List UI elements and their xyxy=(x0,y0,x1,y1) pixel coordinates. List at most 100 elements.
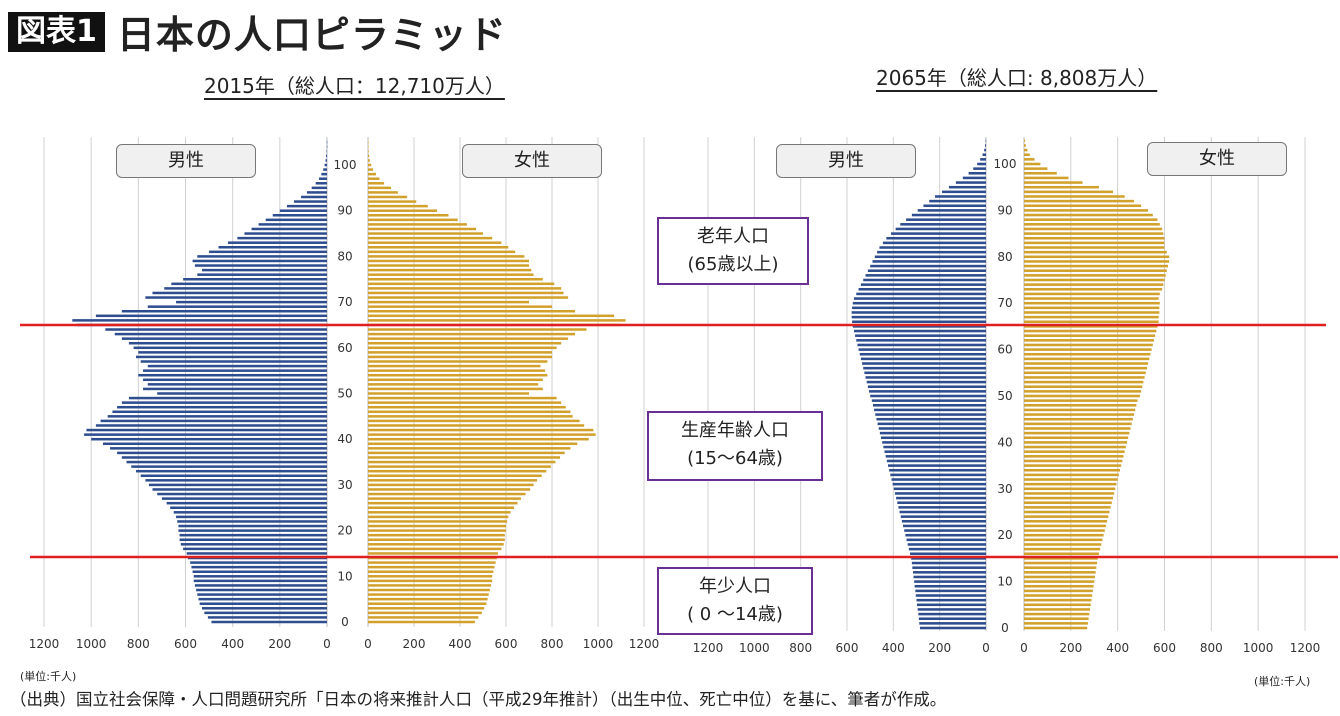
annotation-elderly-line1: 老年人口 xyxy=(697,226,769,247)
female-bar-0-age-1 xyxy=(368,616,479,619)
female-bar-1-age-33 xyxy=(1024,473,1119,477)
male-bar-0-age-82 xyxy=(218,246,327,249)
female-x-tick-0-4: 800 xyxy=(541,637,564,651)
female-bar-0-age-63 xyxy=(368,332,575,336)
male-bar-0-age-67 xyxy=(95,314,327,318)
female-x-tick-1-2: 400 xyxy=(1106,641,1129,655)
female-bar-1-age-77 xyxy=(1024,269,1167,272)
male-bar-1-age-85 xyxy=(891,232,986,235)
age-tick-0-10: 100 xyxy=(334,158,357,172)
female-bar-1-age-56 xyxy=(1024,366,1147,370)
male-bar-0-age-40 xyxy=(91,437,328,441)
male-bar-1-age-0 xyxy=(919,626,986,630)
male-bar-0-age-45 xyxy=(107,415,327,418)
female-bar-0-age-98 xyxy=(368,172,377,176)
male-bar-1-age-56 xyxy=(863,366,986,370)
female-bar-1-age-72 xyxy=(1024,292,1160,296)
male-bar-1-age-19 xyxy=(906,538,986,542)
female-bar-1-age-52 xyxy=(1024,385,1143,388)
female-bar-0-age-28 xyxy=(368,492,526,496)
male-bar-0-age-66 xyxy=(72,319,327,322)
unit-label-right: (単位:千人) xyxy=(1254,675,1311,688)
male-bar-1-age-94 xyxy=(941,190,986,194)
male-bar-1-age-3 xyxy=(918,612,986,616)
female-bar-0-age-74 xyxy=(368,282,555,286)
male-bar-1-age-87 xyxy=(900,223,986,226)
female-bar-0-age-11 xyxy=(368,570,494,573)
female-bar-1-age-104 xyxy=(1024,144,1026,147)
female-bar-0-age-104 xyxy=(368,145,369,148)
female-bar-0-age-64 xyxy=(368,328,587,331)
annotation-elderly: 老年人口 (65歳以上) xyxy=(657,217,809,285)
female-bar-1-age-97 xyxy=(1024,176,1069,180)
female-bar-1-age-100 xyxy=(1024,162,1041,166)
age-tick-0-6: 60 xyxy=(337,341,352,355)
male-bar-1-age-74 xyxy=(860,283,986,286)
female-bar-0-age-91 xyxy=(368,204,428,208)
female-bar-1-age-24 xyxy=(1024,515,1109,518)
female-bar-1-age-10 xyxy=(1024,580,1095,583)
annotation-young-line2: ( 0 〜14歳) xyxy=(687,604,783,625)
female-bar-1-age-41 xyxy=(1024,436,1129,440)
male-bar-1-age-79 xyxy=(872,260,986,263)
female-bar-0-age-103 xyxy=(368,150,369,153)
male-bar-0-age-61 xyxy=(128,341,327,345)
male-x-tick-1-3: 600 xyxy=(836,641,859,655)
female-bar-0-age-24 xyxy=(368,511,511,514)
female-bar-1-age-76 xyxy=(1024,274,1166,277)
male-bar-1-age-84 xyxy=(886,236,986,240)
female-bar-0-age-55 xyxy=(368,369,546,372)
age-tick-1-6: 60 xyxy=(997,343,1012,357)
female-bar-0-age-101 xyxy=(368,159,370,162)
male-bar-1-age-60 xyxy=(858,348,986,351)
female-bar-1-age-101 xyxy=(1024,158,1035,161)
male-bar-1-age-35 xyxy=(888,464,986,467)
male-x-tick-0-6: 0 xyxy=(323,637,331,651)
male-bar-1-age-40 xyxy=(882,441,986,444)
male-bar-1-age-59 xyxy=(859,352,986,356)
female-bar-1-age-66 xyxy=(1024,320,1159,324)
female-bar-0-age-88 xyxy=(368,218,458,222)
female-bar-0-age-86 xyxy=(368,227,477,231)
male-bar-1-age-93 xyxy=(935,195,986,198)
female-bar-0-age-26 xyxy=(368,501,518,505)
male-bar-0-age-76 xyxy=(197,273,327,276)
age-tick-0-0: 0 xyxy=(341,615,349,629)
female-bar-0-age-97 xyxy=(368,177,380,180)
female-bar-0-age-80 xyxy=(368,255,525,258)
age-tick-1-3: 30 xyxy=(997,482,1012,496)
female-bar-0-age-39 xyxy=(368,442,578,446)
male-bar-1-age-67 xyxy=(851,315,986,319)
female-bar-1-age-35 xyxy=(1024,464,1122,467)
female-x-tick-1-5: 1000 xyxy=(1243,641,1274,655)
age-tick-1-1: 10 xyxy=(997,575,1012,589)
female-bar-0-age-46 xyxy=(368,410,571,414)
female-bar-0-age-66 xyxy=(368,319,626,322)
female-bar-1-age-105 xyxy=(1024,139,1025,143)
female-bar-0-age-81 xyxy=(368,250,516,254)
male-bar-1-age-63 xyxy=(855,334,986,337)
unit-label-left: (単位:千人) xyxy=(20,670,77,683)
female-bar-1-age-88 xyxy=(1024,218,1158,221)
male-bar-0-age-100 xyxy=(324,163,327,167)
female-bar-0-age-18 xyxy=(368,538,505,541)
male-bar-1-age-89 xyxy=(911,213,986,217)
female-bar-0-age-5 xyxy=(368,597,488,601)
male-x-tick-1-4: 400 xyxy=(882,641,905,655)
male-bar-0-age-78 xyxy=(194,264,327,267)
male-bar-1-age-14 xyxy=(911,561,986,565)
male-bar-0-age-34 xyxy=(131,465,327,468)
female-bar-1-age-37 xyxy=(1024,455,1124,458)
male-bar-0-age-15 xyxy=(186,552,327,555)
female-bar-0-age-22 xyxy=(368,520,508,523)
male-bar-0-age-20 xyxy=(178,529,327,532)
female-x-tick-0-5: 1000 xyxy=(583,637,614,651)
male-bar-1-age-29 xyxy=(894,492,986,495)
male-bar-0-age-5 xyxy=(198,597,327,601)
annotation-working-line1: 生産年齢人口 xyxy=(681,420,789,441)
age-tick-1-7: 70 xyxy=(997,296,1012,310)
female-bar-1-age-8 xyxy=(1024,589,1093,593)
male-bar-1-age-41 xyxy=(881,436,986,440)
figure-badge: 図表1 xyxy=(8,11,105,52)
male-bar-1-age-72 xyxy=(856,292,986,296)
